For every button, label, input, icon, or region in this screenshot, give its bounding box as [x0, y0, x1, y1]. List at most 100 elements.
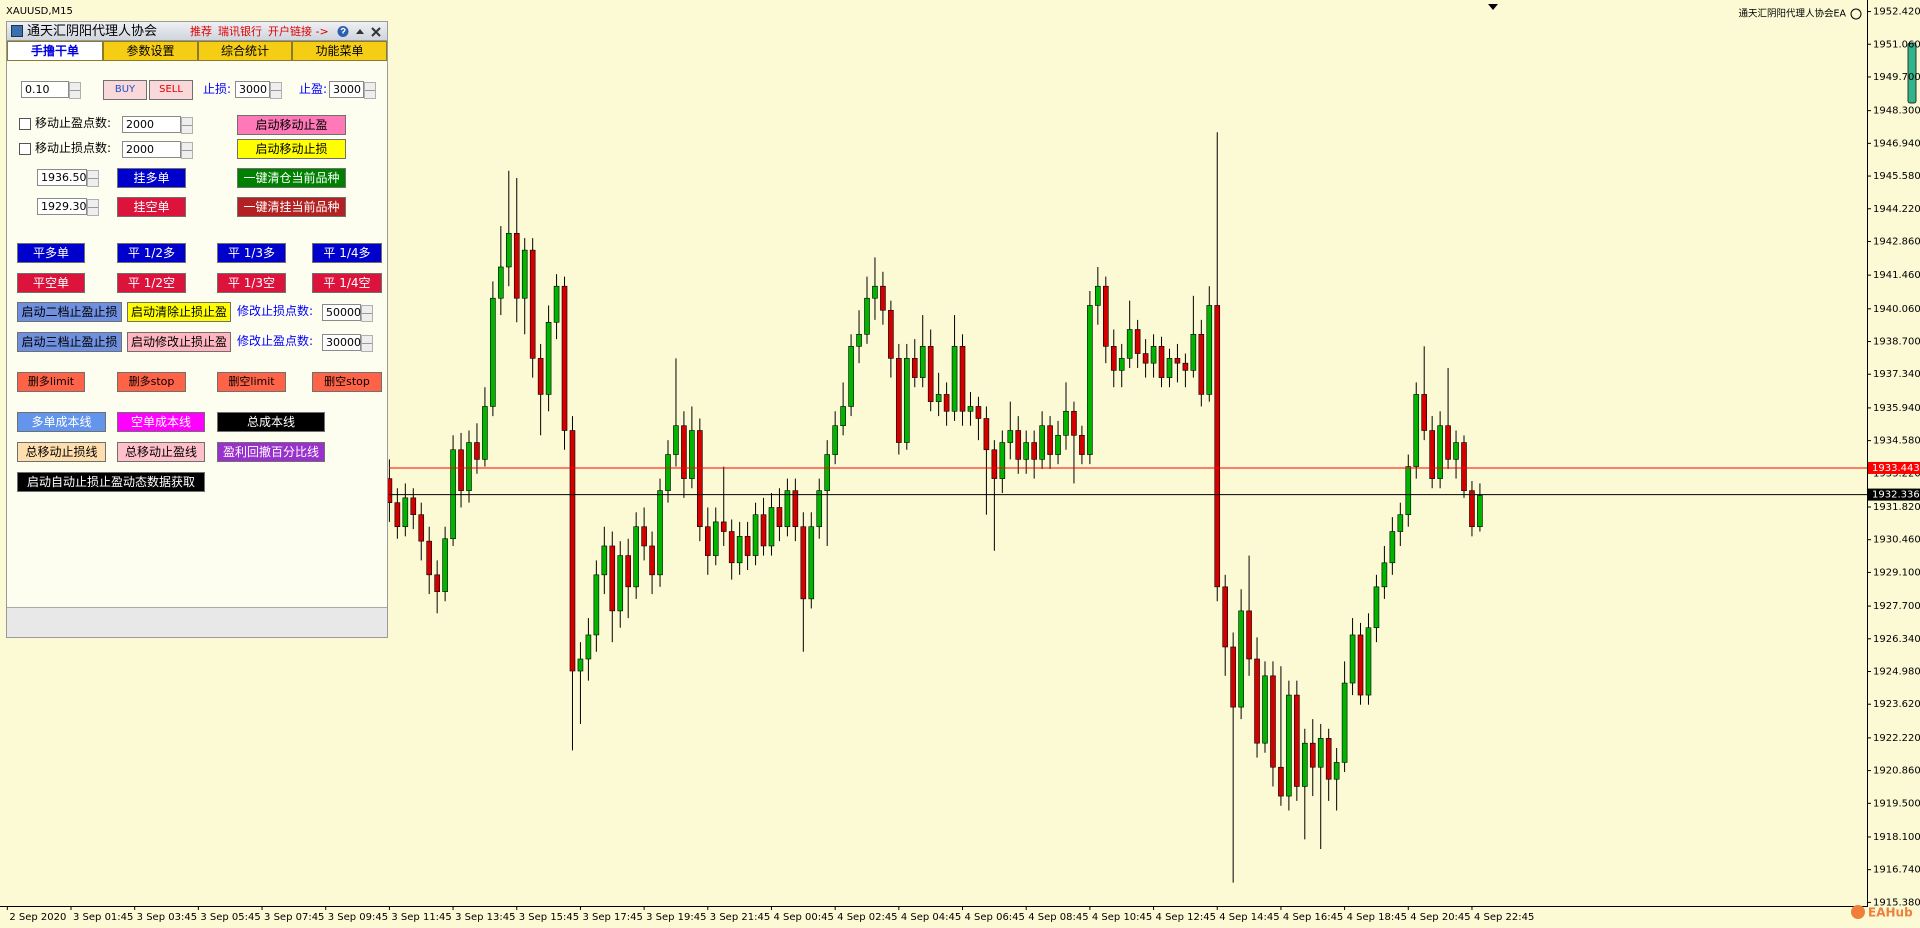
link[interactable]: 瑞讯银行: [218, 25, 262, 38]
candle-body: [1238, 610, 1244, 708]
line-button[interactable]: 总移动止损线: [17, 442, 106, 462]
close-sell-button[interactable]: 平 1/2空: [117, 273, 186, 293]
link[interactable]: 推荐: [190, 25, 212, 38]
tab[interactable]: 参数设置: [103, 41, 198, 61]
tab[interactable]: 功能菜单: [292, 41, 387, 61]
trail-sl-button[interactable]: 启动移动止损: [237, 139, 346, 159]
sell-pending-button[interactable]: 挂空单: [117, 197, 186, 217]
price-line-label: 1933.443: [1872, 463, 1920, 474]
candle-body: [466, 442, 472, 491]
candle-body: [999, 442, 1006, 479]
line-button[interactable]: 总移动止盈线: [117, 442, 205, 462]
minimize-icon[interactable]: [356, 29, 364, 34]
line-button[interactable]: 盈利回撤百分比线: [217, 442, 325, 462]
delete-button[interactable]: 删空stop: [312, 372, 382, 392]
sell-button[interactable]: SELL: [149, 80, 193, 100]
candle-body: [1413, 394, 1420, 467]
candle-body: [1222, 586, 1228, 648]
line-button[interactable]: 总成本线: [217, 412, 325, 432]
close-buy-button[interactable]: 平 1/2多: [117, 243, 186, 263]
clear-pending-button[interactable]: 一键清挂当前品种: [237, 197, 346, 217]
x-tick-label: 3 Sep 19:45: [646, 912, 706, 923]
candle-body: [474, 442, 480, 460]
close-sell-button[interactable]: 平空单: [17, 273, 85, 293]
candle-body: [490, 297, 496, 407]
buy-price-input[interactable]: 1936.500: [37, 169, 99, 187]
y-tick-label: 1929.100: [1873, 567, 1920, 578]
x-tick-label: 2 Sep 2020: [9, 912, 66, 923]
y-tick-label: 1941.460: [1873, 270, 1920, 281]
y-tick-label: 1922.220: [1873, 733, 1920, 744]
trail-sl-input[interactable]: 2000: [122, 141, 193, 159]
close-buy-button[interactable]: 平多单: [17, 243, 85, 263]
candle-body: [1357, 634, 1364, 696]
trail-tp-button[interactable]: 启动移动止盈: [237, 115, 346, 135]
candle-body: [1023, 442, 1030, 460]
delete-button[interactable]: 删多limit: [17, 372, 85, 392]
link[interactable]: 开户链接 ->: [268, 25, 329, 38]
x-tick-label: 3 Sep 17:45: [582, 912, 642, 923]
level2-button[interactable]: 启动二档止盈止损: [17, 302, 122, 322]
tab-active[interactable]: 手撸干单: [7, 41, 103, 61]
candle-body: [1230, 646, 1236, 708]
close-icon[interactable]: [371, 27, 381, 37]
candle-body: [569, 430, 576, 672]
candle-body: [482, 406, 488, 460]
window-buttons[interactable]: [337, 25, 385, 38]
mod-tp-input[interactable]: 30000: [322, 334, 373, 352]
close-buy-button[interactable]: 平 1/3多: [217, 243, 286, 263]
close-sell-button[interactable]: 平 1/3空: [217, 273, 286, 293]
buy-pending-button[interactable]: 挂多单: [117, 168, 186, 188]
y-tick-label: 1916.740: [1873, 865, 1920, 876]
modify-sltp-button[interactable]: 启动修改止损止盈: [127, 332, 231, 352]
close-buy-button[interactable]: 平 1/4多: [312, 243, 382, 263]
watermark: EAHub: [1868, 906, 1913, 920]
line-button[interactable]: 多单成本线: [17, 412, 106, 432]
candle-body: [991, 449, 998, 479]
candle-body: [1389, 531, 1396, 564]
y-tick-label: 1934.580: [1873, 436, 1920, 447]
line-button[interactable]: 空单成本线: [117, 412, 205, 432]
candle-body: [426, 540, 433, 576]
x-tick-label: 4 Sep 00:45: [773, 912, 833, 923]
candle-body: [1278, 766, 1284, 797]
trail-sl-label: 移动止损点数:: [35, 141, 112, 155]
clear-sltp-button[interactable]: 启动清除止损止盈: [127, 302, 231, 322]
delete-button[interactable]: 删多stop: [117, 372, 186, 392]
sell-price-input[interactable]: 1929.300: [37, 198, 99, 216]
x-tick-label: 3 Sep 15:45: [519, 912, 579, 923]
candle-body: [1142, 353, 1149, 364]
y-tick-label: 1951.060: [1873, 39, 1920, 50]
trail-tp-input[interactable]: 2000: [122, 116, 193, 134]
candle-body: [394, 502, 401, 528]
candle-body: [617, 555, 624, 612]
mod-tp-label: 修改止盈点数:: [237, 334, 314, 348]
auto-button[interactable]: 启动自动止损止盈动态数据获取: [17, 472, 205, 492]
lot-input[interactable]: 0.10: [21, 81, 81, 99]
candle-body: [816, 490, 823, 528]
level3-button[interactable]: 启动三档止盈止损: [17, 332, 122, 352]
tab[interactable]: 综合统计: [198, 41, 292, 61]
candle-body: [513, 232, 520, 299]
checkbox[interactable]: [19, 143, 31, 155]
y-tick-label: 1942.860: [1873, 236, 1920, 247]
candle-body: [418, 514, 425, 542]
candle-body: [1150, 346, 1157, 364]
x-tick-label: 4 Sep 06:45: [965, 912, 1025, 923]
x-tick-label: 4 Sep 12:45: [1156, 912, 1216, 923]
delete-button[interactable]: 删空limit: [217, 372, 286, 392]
mod-sl-input[interactable]: 50000: [322, 304, 373, 322]
help-glyph: [340, 27, 346, 34]
checkbox[interactable]: [19, 118, 31, 130]
candle-body: [1453, 442, 1459, 460]
close-all-button[interactable]: 一键清仓当前品种: [237, 168, 346, 188]
shift-marker: [1488, 4, 1498, 10]
close-sell-button[interactable]: 平 1/4空: [312, 273, 382, 293]
trail-tp-label: 移动止盈点数:: [35, 116, 112, 130]
candle-body: [1015, 430, 1022, 460]
candle-body: [673, 425, 679, 455]
candle-body: [1309, 742, 1316, 768]
buy-button[interactable]: BUY: [103, 80, 147, 100]
sl-input[interactable]: 3000: [235, 81, 282, 99]
tp-input[interactable]: 3000: [329, 81, 376, 99]
